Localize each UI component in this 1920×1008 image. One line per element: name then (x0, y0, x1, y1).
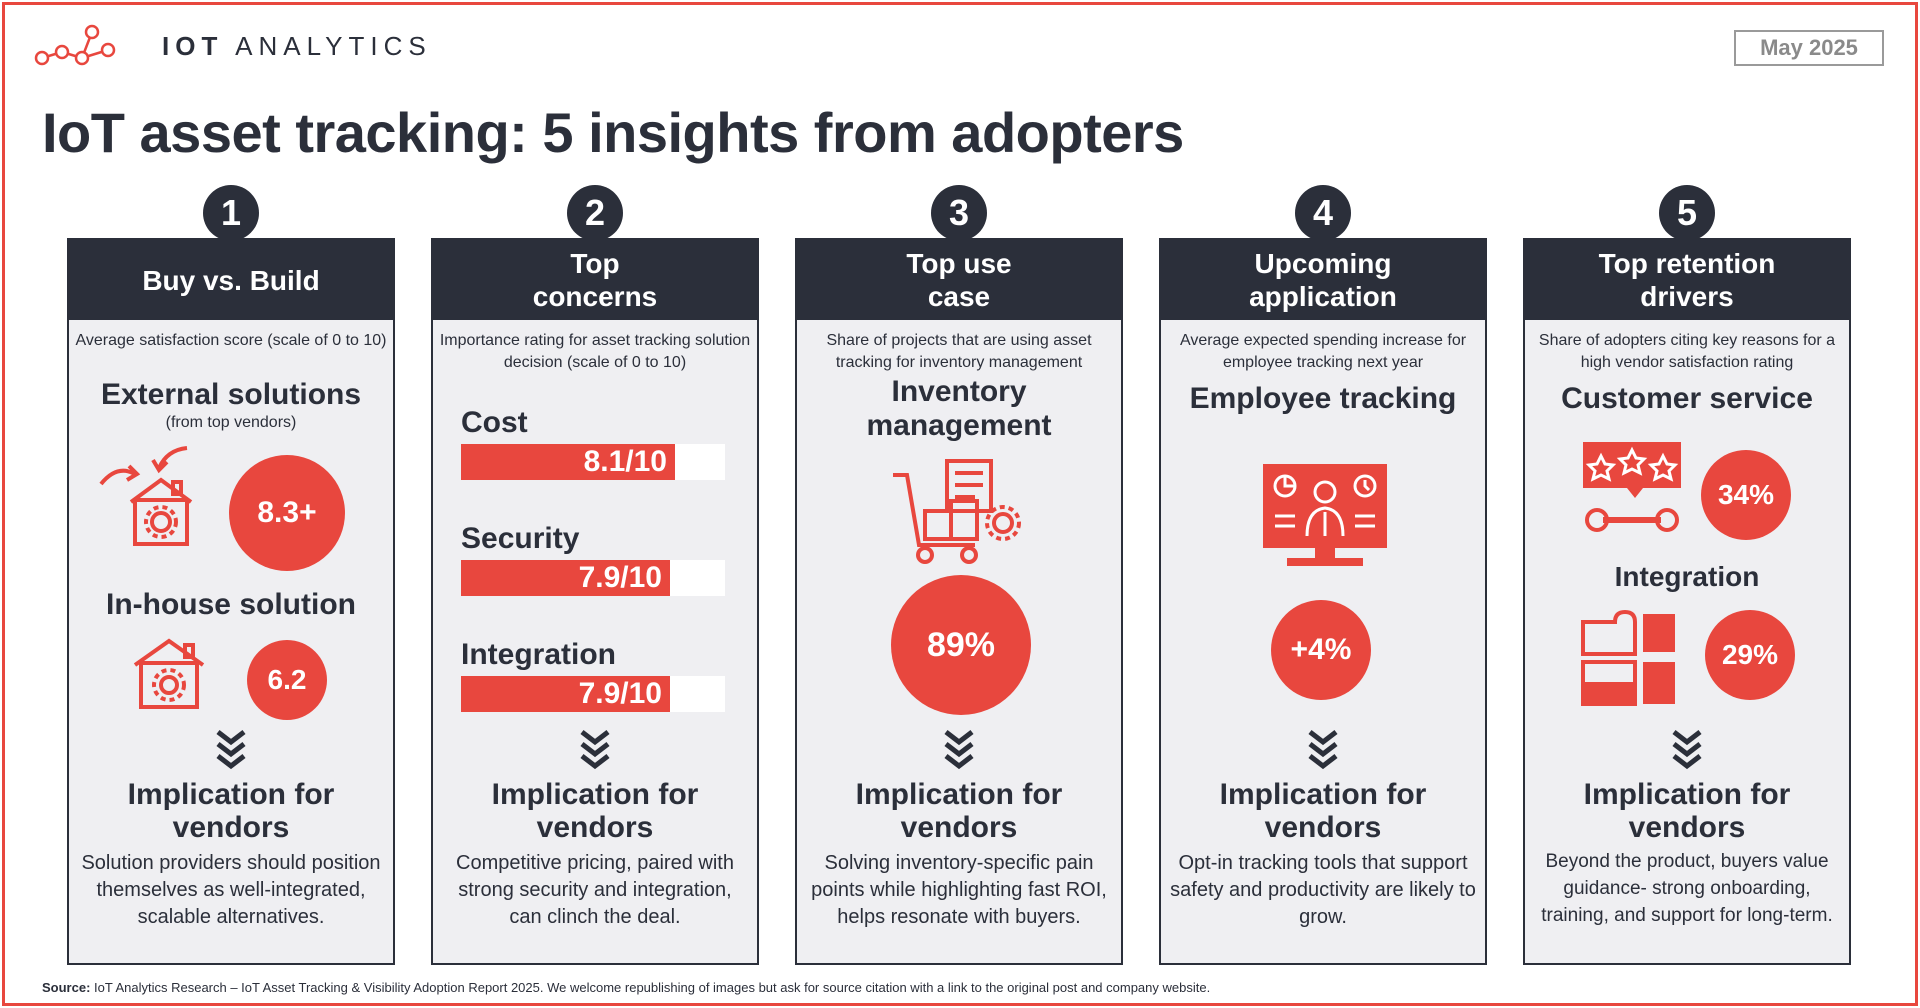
card-header: Upcoming application (1161, 240, 1485, 320)
bar-value-label: 7.9/10 (578, 677, 662, 710)
card-description: Share of adopters citing key reasons for… (1538, 332, 1836, 371)
external-solutions-title: External solutions (100, 378, 362, 411)
chevron-down-icon (1308, 730, 1338, 770)
spending-increase-circle: +4% (1271, 600, 1371, 700)
focus-title: Inventory management (866, 375, 1052, 442)
bar-label-integration: Integration (461, 638, 616, 671)
card-header: Buy vs. Build (69, 240, 393, 320)
implication-title: Implication for vendors (1583, 778, 1791, 844)
driver-customer-service-title: Customer service (1561, 382, 1813, 415)
insight-column-1: 1 Buy vs. Build Average satisfaction sco… (67, 185, 395, 965)
network-logo-icon (34, 24, 116, 66)
bar-security: 7.9/10 (461, 560, 670, 596)
insight-column-5: 5 Top retention drivers Share of adopter… (1523, 185, 1851, 965)
customer-service-value-circle: 34% (1701, 450, 1791, 540)
employee-monitor-icon (1263, 464, 1387, 566)
insight-column-3: 3 Top use case Share of projects that ar… (795, 185, 1123, 965)
implication-title: Implication for vendors (127, 778, 335, 844)
bar-track: 7.9/10 (461, 560, 725, 596)
implication-text: Opt-in tracking tools that support safet… (1170, 852, 1476, 928)
integration-value-circle: 29% (1705, 610, 1795, 700)
puzzle-pieces-icon (1581, 609, 1675, 706)
page-title: IoT asset tracking: 5 insights from adop… (42, 101, 1184, 164)
chevron-down-icon (216, 730, 246, 770)
chevron-down-icon (944, 730, 974, 770)
card-description: Share of projects that are using asset t… (826, 332, 1092, 371)
bar-value-label: 8.1/10 (583, 445, 667, 478)
brand-logo[interactable]: IOT ANALYTICS (32, 18, 432, 74)
card-header: Top retention drivers (1525, 240, 1849, 320)
bar-track: 8.1/10 (461, 444, 725, 480)
insight-column-2: 2 Top concerns Importance rating for ass… (431, 185, 759, 965)
bar-value-label: 7.9/10 (578, 561, 662, 594)
insight-number: 2 (567, 185, 623, 241)
star-rating-wrench-icon (1583, 442, 1681, 532)
card-description: Average satisfaction score (scale of 0 t… (75, 332, 387, 349)
buy-house-gear-icon (99, 446, 193, 546)
date-badge: May 2025 (1734, 30, 1884, 66)
source-footnote: Source: IoT Analytics Research – IoT Ass… (42, 980, 1211, 995)
insight-number: 5 (1659, 185, 1715, 241)
brand-name: IOT ANALYTICS (162, 30, 432, 61)
implication-text: Solution providers should position thems… (81, 852, 381, 928)
external-score-circle: 8.3+ (229, 455, 345, 571)
bar-integration: 7.9/10 (461, 676, 670, 712)
driver-integration-title: Integration (1614, 561, 1760, 592)
chevron-down-icon (1672, 730, 1702, 770)
chevron-down-icon (580, 730, 610, 770)
implication-title: Implication for vendors (855, 778, 1063, 844)
implication-title: Implication for vendors (491, 778, 699, 844)
card-header: Top concerns (433, 240, 757, 320)
inhouse-score-circle: 6.2 (247, 640, 327, 720)
card-description: Importance rating for asset tracking sol… (439, 332, 751, 371)
insight-card: Top concerns Importance rating for asset… (431, 238, 759, 965)
external-solutions-subtitle: (from top vendors) (165, 414, 297, 431)
implication-title: Implication for vendors (1219, 778, 1427, 844)
bar-cost: 8.1/10 (461, 444, 675, 480)
card-description: Average expected spending increase for e… (1179, 332, 1467, 371)
insight-number: 4 (1295, 185, 1351, 241)
use-case-value-circle: 89% (891, 575, 1031, 715)
bar-label-security: Security (461, 522, 580, 555)
bar-label-cost: Cost (461, 406, 528, 439)
bar-track: 7.9/10 (461, 676, 725, 712)
insight-number: 3 (931, 185, 987, 241)
insight-card: Top use case Share of projects that are … (795, 238, 1123, 965)
insight-number: 1 (203, 185, 259, 241)
inhouse-house-gear-icon (133, 638, 205, 709)
inventory-cart-icon (893, 459, 1021, 564)
insight-card: Upcoming application Average expected sp… (1159, 238, 1487, 965)
insight-card: Buy vs. Build Average satisfaction score… (67, 238, 395, 965)
implication-text: Solving inventory-specific pain points w… (811, 852, 1107, 928)
card-header: Top use case (797, 240, 1121, 320)
implication-text: Beyond the product, buyers value guidanc… (1541, 851, 1833, 926)
implication-text: Competitive pricing, paired with strong … (456, 852, 734, 928)
insight-column-4: 4 Upcoming application Average expected … (1159, 185, 1487, 965)
inhouse-solution-title: In-house solution (106, 588, 356, 621)
focus-title: Employee tracking (1189, 382, 1457, 415)
insight-card: Top retention drivers Share of adopters … (1523, 238, 1851, 965)
